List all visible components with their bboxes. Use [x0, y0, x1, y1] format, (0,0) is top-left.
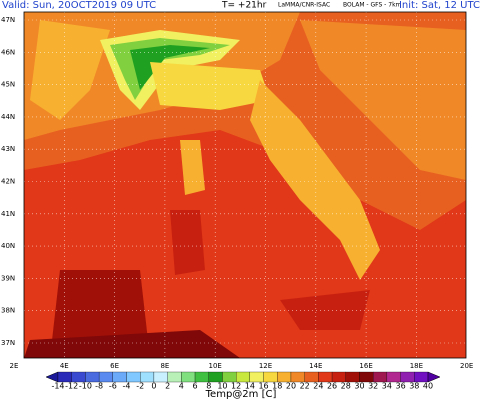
colorbar-arrow-high — [427, 371, 441, 383]
colorbar-swatch — [140, 371, 155, 383]
colorbar-tick-label: 14 — [245, 382, 255, 391]
colorbar-label: Temp@2m [C] — [205, 389, 277, 400]
colorbar-swatch — [373, 371, 388, 383]
model: BOLAM - GFS - 7km — [343, 2, 402, 9]
lon-label: 12E — [259, 362, 272, 370]
colorbar-swatch — [359, 371, 374, 383]
forecast-step: T= +21hr — [221, 1, 267, 11]
colorbar-swatch — [98, 371, 113, 383]
init-time: Init: Sat, 12 UTC — [399, 0, 480, 11]
colorbar-swatch — [126, 371, 141, 383]
colorbar-tick-label: 0 — [151, 382, 156, 391]
colorbar-swatch — [57, 371, 72, 383]
map-field — [24, 12, 466, 358]
lat-label: 42N — [1, 178, 15, 186]
colorbar-tick-label: 36 — [395, 382, 405, 391]
lon-label: 16E — [359, 362, 372, 370]
lat-label: 40N — [1, 242, 15, 250]
colorbar-tick-label: 8 — [206, 382, 211, 391]
lon-label: 6E — [110, 362, 119, 370]
colorbar-swatch — [222, 371, 237, 383]
lat-label: 44N — [1, 113, 15, 121]
colorbar-tick-label: 26 — [327, 382, 337, 391]
colorbar-tick-label: 16 — [258, 382, 268, 391]
map-frame — [23, 11, 467, 359]
colorbar-swatch — [263, 371, 278, 383]
colorbar-swatch — [414, 371, 429, 383]
valid-time: Valid: Sun, 20OCT2019 09 UTC — [2, 0, 156, 11]
lat-label: 37N — [1, 339, 15, 347]
colorbar-tick-label: -14 — [51, 382, 64, 391]
colorbar-swatch — [318, 371, 333, 383]
colorbar-swatch — [386, 371, 401, 383]
colorbar-swatch — [249, 371, 264, 383]
source: LaMMA/CNR-ISAC — [278, 2, 330, 9]
colorbar-tick-label: -4 — [123, 382, 131, 391]
colorbar-swatch — [167, 371, 182, 383]
colorbar-swatch — [112, 371, 127, 383]
colorbar-tick-label: 22 — [300, 382, 310, 391]
lon-label: 2E — [10, 362, 19, 370]
colorbar-tick-label: 38 — [409, 382, 419, 391]
colorbar-tick-label: 28 — [341, 382, 351, 391]
colorbar-tick-label: 24 — [313, 382, 323, 391]
lon-label: 4E — [60, 362, 69, 370]
lon-label: 8E — [160, 362, 169, 370]
lon-label: 18E — [410, 362, 423, 370]
colorbar-tick-label: 2 — [165, 382, 170, 391]
colorbar-swatch — [181, 371, 196, 383]
colorbar-tick-label: -6 — [109, 382, 117, 391]
colorbar-tick-label: 34 — [382, 382, 392, 391]
colorbar-swatch — [85, 371, 100, 383]
colorbar-swatch — [345, 371, 360, 383]
colorbar-swatch — [290, 371, 305, 383]
lat-label: 38N — [1, 307, 15, 315]
colorbar-tick-label: -12 — [65, 382, 78, 391]
colorbar-tick-label: -2 — [136, 382, 144, 391]
colorbar: -14 -12 -10 -8 -6 -4 -2 0 2 4 6 8 10 12 14 16 18 20 22 24 26… — [45, 371, 441, 391]
colorbar-swatch — [277, 371, 292, 383]
graticule: 47N 46N 45N 44N 43N 42N 41N 40N 39N 38N 37N 2E 4E 6E 8… — [1, 12, 473, 370]
colorbar-swatch — [208, 371, 223, 383]
colorbar-tick-label: 30 — [354, 382, 364, 391]
lat-label: 43N — [1, 145, 15, 153]
colorbar-tick-label: 6 — [192, 382, 197, 391]
colorbar-tick-label: 20 — [286, 382, 296, 391]
colorbar-tick-label: -10 — [79, 382, 92, 391]
lon-label: 20E — [460, 362, 473, 370]
colorbar-tick-label: 40 — [423, 382, 433, 391]
colorbar-swatch — [194, 371, 209, 383]
lat-label: 46N — [1, 48, 15, 56]
colorbar-swatch — [71, 371, 86, 383]
colorbar-tick-label: 12 — [231, 382, 241, 391]
colorbar-tick-label: 32 — [368, 382, 378, 391]
colorbar-swatch — [235, 371, 251, 383]
colorbar-arrow-low — [45, 371, 59, 383]
lon-label: 14E — [309, 362, 322, 370]
colorbar-tick-label: 4 — [179, 382, 184, 391]
lat-label: 39N — [1, 274, 15, 282]
lat-label: 47N — [1, 16, 15, 24]
colorbar-swatch — [304, 371, 319, 383]
colorbar-tick-label: 10 — [217, 382, 227, 391]
colorbar-swatch — [153, 371, 168, 383]
lat-label: 41N — [1, 210, 15, 218]
colorbar-tick-label: -8 — [95, 382, 103, 391]
colorbar-tick-label: 18 — [272, 382, 282, 391]
colorbar-swatch — [400, 371, 415, 383]
lat-label: 45N — [1, 81, 15, 89]
lon-label: 10E — [209, 362, 222, 370]
colorbar-swatch — [331, 371, 346, 383]
